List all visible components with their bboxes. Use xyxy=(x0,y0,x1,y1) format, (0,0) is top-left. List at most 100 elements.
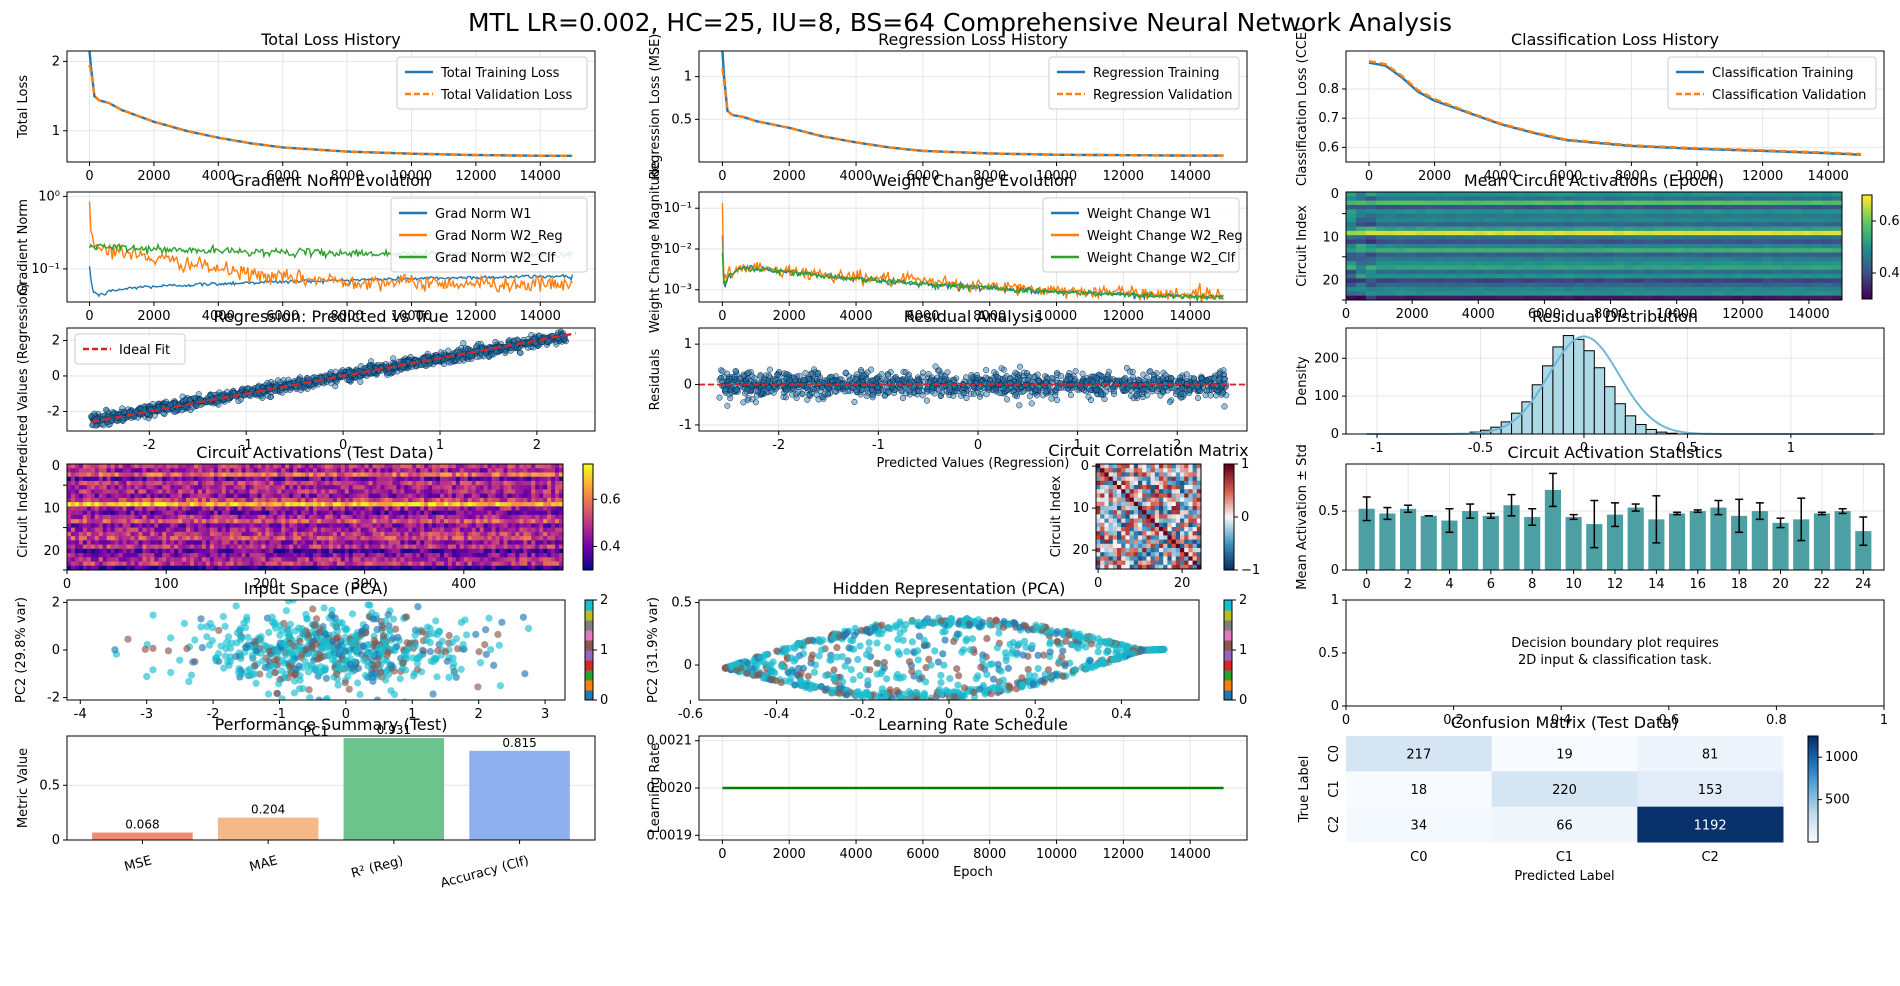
heat-cell xyxy=(197,468,203,473)
heat-cell xyxy=(1633,295,1645,301)
heat-cell xyxy=(1435,235,1446,241)
reg-loss-ylabel: Regression Loss (MSE) xyxy=(648,34,663,180)
heat-cell xyxy=(1385,295,1397,301)
heat-cell xyxy=(475,472,481,478)
heat-cell xyxy=(1544,204,1555,210)
residuals-xtick: -2 xyxy=(772,438,785,453)
heat-cell xyxy=(1554,269,1565,275)
mean-act-ytick: 20 xyxy=(1322,274,1339,289)
heat-cell xyxy=(479,476,485,482)
residual-point xyxy=(853,371,860,378)
heat-cell xyxy=(237,493,243,499)
heat-cell xyxy=(1445,222,1456,228)
heat-cell xyxy=(297,472,302,478)
heat-cell xyxy=(1732,230,1744,236)
heat-cell xyxy=(511,476,516,482)
clf-loss-xtick: 2000 xyxy=(1418,169,1451,184)
heat-cell xyxy=(1713,265,1724,271)
heat-cell xyxy=(114,472,120,478)
heat-cell xyxy=(1832,248,1843,253)
heat-cell xyxy=(1594,235,1605,241)
grad-norm-xtick: 12000 xyxy=(455,309,496,324)
heat-cell xyxy=(1554,213,1565,219)
heat-cell xyxy=(348,480,354,486)
heat-cell xyxy=(241,485,247,490)
weight-change-ytick: 10⁻¹ xyxy=(663,201,692,216)
heat-cell xyxy=(336,485,342,490)
heat-cell xyxy=(1762,196,1774,202)
heat-cell xyxy=(138,476,143,482)
heat-cell xyxy=(158,493,163,499)
heat-cell xyxy=(396,464,401,469)
suptitle: MTL LR=0.002, HC=25, IU=8, BS=64 Compreh… xyxy=(468,8,1452,37)
heat-cell xyxy=(1574,243,1585,249)
heat-cell xyxy=(213,464,219,469)
heat-cell xyxy=(1802,209,1813,215)
heat-cell xyxy=(1465,196,1476,202)
reg-loss-plot-area xyxy=(721,51,1224,157)
heat-cell xyxy=(1703,222,1714,228)
heat-cell xyxy=(1603,235,1615,241)
heat-cell xyxy=(1435,287,1446,292)
heat-cell xyxy=(178,468,183,473)
heat-cell xyxy=(1474,204,1486,210)
heat-cell xyxy=(138,493,143,499)
heat-cell xyxy=(340,485,346,490)
heat-cell xyxy=(1355,209,1367,215)
reg-scatter-title: Regression: Predicted vs True xyxy=(213,307,448,326)
heat-cell xyxy=(1534,226,1545,232)
heat-cell xyxy=(261,480,266,486)
heat-cell xyxy=(190,485,195,490)
heat-cell xyxy=(1603,239,1615,245)
heat-cell xyxy=(1395,248,1407,253)
heat-cell xyxy=(110,489,116,495)
heat-cell xyxy=(182,485,187,490)
heat-cell xyxy=(209,472,215,478)
heat-cell xyxy=(1455,269,1466,275)
heat-cell xyxy=(1643,222,1655,228)
heat-cell xyxy=(1722,239,1734,245)
heat-cell xyxy=(1395,196,1407,202)
heat-cell xyxy=(1603,209,1615,215)
heat-cell xyxy=(174,476,179,482)
heat-cell xyxy=(1613,200,1625,206)
heat-cell xyxy=(1474,287,1486,292)
heat-cell xyxy=(102,476,108,482)
scatter-point xyxy=(333,378,340,385)
heat-cell xyxy=(1455,213,1466,219)
heat-cell xyxy=(1346,213,1357,219)
heat-cell xyxy=(67,480,72,486)
residual-point xyxy=(851,398,858,406)
residual-point xyxy=(828,377,836,384)
heat-cell xyxy=(1405,243,1416,249)
resid-dist-xtick: -0.5 xyxy=(1468,441,1493,456)
heat-cell xyxy=(1673,248,1684,253)
heat-cell xyxy=(1812,274,1823,279)
heat-cell xyxy=(1792,196,1803,202)
heat-cell xyxy=(1514,196,1526,202)
heat-cell xyxy=(190,468,195,473)
heat-cell xyxy=(539,464,544,469)
heat-cell xyxy=(1365,261,1377,266)
heat-cell xyxy=(1623,204,1635,210)
residual-point xyxy=(1162,372,1169,379)
heat-cell xyxy=(495,468,501,473)
heat-cell xyxy=(511,480,516,486)
weight-change-xtick: 6000 xyxy=(906,309,939,324)
heat-cell xyxy=(174,464,179,469)
heat-cell xyxy=(1792,226,1803,232)
heat-cell xyxy=(436,476,441,482)
heat-cell xyxy=(74,493,80,499)
heat-cell xyxy=(1663,269,1674,275)
heat-cell xyxy=(1633,226,1645,232)
scatter-point xyxy=(492,338,499,346)
heat-cell xyxy=(1375,213,1387,219)
heat-cell xyxy=(261,476,266,482)
heat-cell xyxy=(1415,200,1426,206)
heat-cell xyxy=(158,468,163,473)
heat-cell xyxy=(1544,226,1555,232)
heat-cell xyxy=(316,472,322,478)
heat-cell xyxy=(261,468,266,473)
heat-cell xyxy=(1494,213,1506,219)
heat-cell xyxy=(1544,243,1555,249)
